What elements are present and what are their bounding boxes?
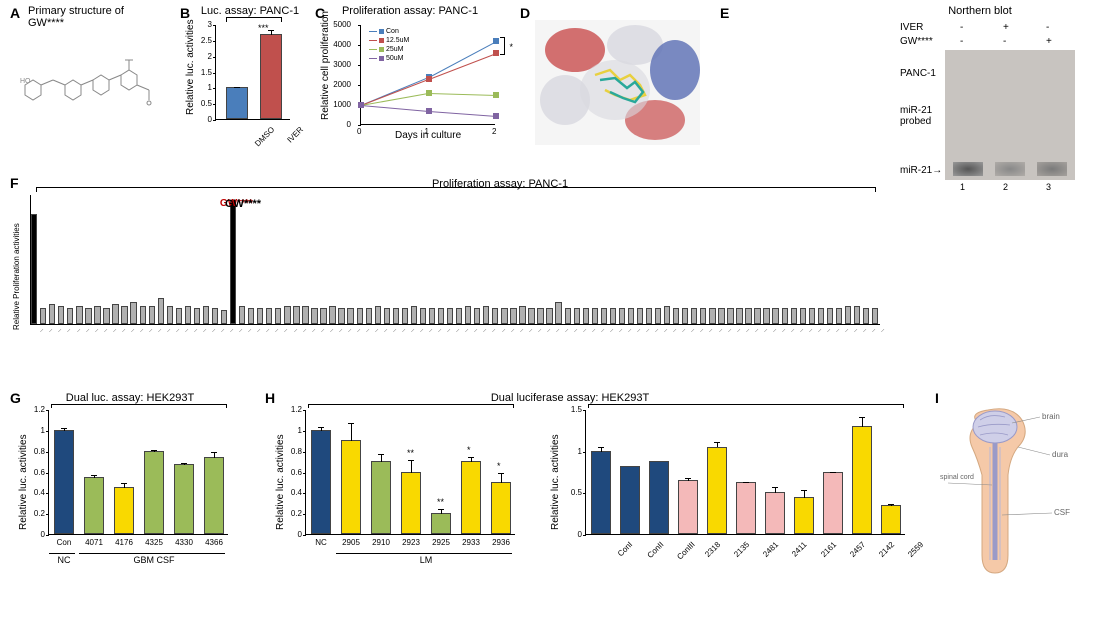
panel-h-title: Dual luciferase assay: HEK293T	[420, 392, 720, 404]
panel-f-ylabel: Relative Proliferation activities	[12, 223, 21, 330]
anatomy-diagram: brain dura spinal cord CSF	[940, 405, 1085, 590]
panel-a-label: A	[10, 5, 20, 21]
panel-f-label: F	[10, 175, 19, 191]
svg-text:HO: HO	[20, 78, 31, 85]
panel-e-label: E	[720, 5, 729, 21]
panel-e-title: Northern blot	[930, 5, 1030, 17]
docking-structure	[535, 20, 700, 145]
panel-f-chart: ————————————————————————————————————————…	[30, 195, 880, 325]
panel-b-chart: 00.511.522.53DMSOIVER***	[215, 25, 290, 120]
panel-i-label: I	[935, 390, 939, 406]
panel-h-chart-left: 00.20.40.60.811.2NC290529102923**2925**2…	[305, 410, 515, 535]
panel-g-label: G	[10, 390, 21, 406]
panel-g-title: Dual luc. assay: HEK293T	[50, 392, 210, 404]
anatomy-label-dura: dura	[1052, 450, 1069, 459]
panel-a-title: Primary structure of GW****	[28, 5, 158, 29]
anatomy-label-brain: brain	[1042, 412, 1060, 421]
northern-blot	[945, 50, 1075, 180]
panel-b-title: Luc. assay: PANC-1	[195, 5, 305, 17]
panel-c-title: Proliferation assay: PANC-1	[330, 5, 490, 17]
panel-f-gw-label: GW****	[225, 198, 261, 210]
panel-e-gw-label: GW****	[900, 36, 933, 47]
anatomy-label-spinal: spinal cord	[940, 474, 974, 481]
panel-g-chart: 00.20.40.60.811.2Con40714176432543304366…	[48, 410, 228, 535]
panel-e-probe: miR-21 probed	[900, 105, 945, 127]
anatomy-label-csf: CSF	[1054, 508, 1070, 517]
panel-e-iver-label: IVER	[900, 22, 923, 33]
panel-e-cell: PANC-1	[900, 68, 936, 79]
panel-e-arrow: miR-21→	[900, 165, 942, 176]
panel-h-label: H	[265, 390, 275, 406]
panel-c-xlabel: Days in culture	[395, 130, 461, 141]
panel-c-chart: 010002000300040005000012Con12.5uM25uM50u…	[360, 25, 495, 125]
panel-d-label: D	[520, 5, 530, 21]
panel-h-chart-right: 00.511.5ConIConIIConIII23182135248124112…	[585, 410, 905, 535]
molecule-structure: HO	[15, 35, 165, 125]
